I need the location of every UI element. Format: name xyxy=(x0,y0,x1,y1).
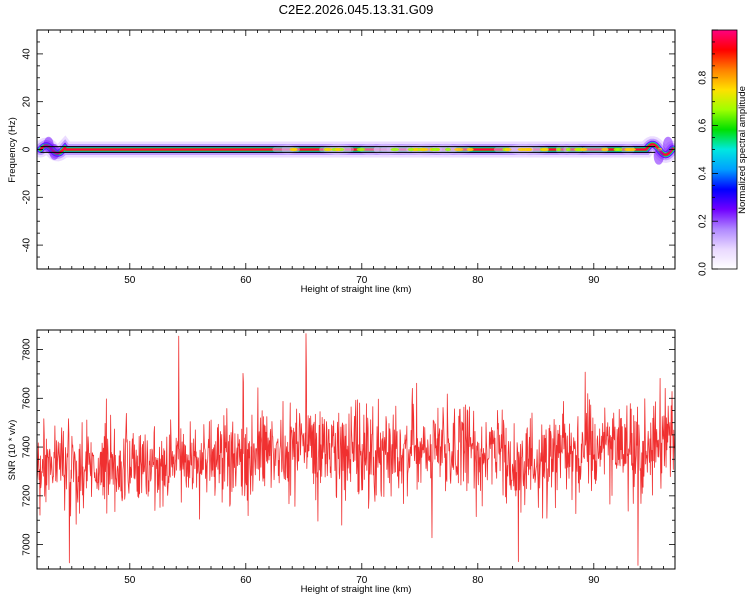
snr-series-line xyxy=(37,333,675,566)
snr-y-axis-label: SNR (10 * v/v) xyxy=(7,420,18,481)
spectrogram-panel: 50 60 70 80 90 -40 -20 0 20 40 Height of straight… xyxy=(7,29,676,295)
spectral-speckle xyxy=(292,147,298,152)
snr-y-tick-label: 7600 xyxy=(22,387,33,410)
spectral-speckle xyxy=(517,147,526,152)
spectral-speckle xyxy=(613,147,620,152)
colorbar-tick-label: 0.8 xyxy=(698,70,709,84)
spectral-speckle xyxy=(334,147,341,152)
spectrogram-x-tick-label: 70 xyxy=(356,275,368,286)
snr-ticks: 50 60 70 80 90 7000 7200 7400 7600 7800 xyxy=(22,330,676,586)
snr-x-tick-label: 80 xyxy=(472,575,484,586)
colorbar-gradient xyxy=(712,30,737,269)
colorbar: 0.0 0.2 0.4 0.6 0.8 Normalized spectral ampl… xyxy=(698,29,748,276)
spectral-end-blob xyxy=(653,148,664,165)
snr-y-tick-label: 7400 xyxy=(22,436,33,459)
chart-title: C2E2.2026.045.13.31.G09 xyxy=(279,2,434,17)
snr-x-tick-label: 60 xyxy=(240,575,252,586)
spectrogram-x-tick-label: 50 xyxy=(124,275,136,286)
spectral-speckle xyxy=(466,147,474,152)
snr-x-tick-label: 90 xyxy=(588,575,600,586)
spectral-speckle xyxy=(430,147,440,152)
snr-marks xyxy=(37,333,675,566)
spectrogram-y-tick-label: 0 xyxy=(22,146,33,152)
snr-y-tick-label: 7800 xyxy=(22,338,33,361)
spectral-speckle xyxy=(419,147,429,152)
spectral-speckle xyxy=(575,147,582,152)
spectral-blotch xyxy=(272,144,300,155)
spectral-end-blob xyxy=(49,143,60,160)
colorbar-tick-label: 0.0 xyxy=(698,262,709,276)
spectrogram-y-tick-label: -20 xyxy=(22,190,33,205)
spectral-speckle xyxy=(625,147,636,152)
spectral-speckle xyxy=(454,147,464,152)
spectral-speckle xyxy=(601,147,609,152)
spectral-speckle xyxy=(390,147,400,152)
spectrogram-x-tick-label: 80 xyxy=(472,275,484,286)
snr-frame xyxy=(36,329,676,570)
snr-x-tick-label: 50 xyxy=(124,575,136,586)
colorbar-tick-label: 0.4 xyxy=(698,166,709,180)
snr-x-tick-label: 70 xyxy=(356,575,368,586)
spectrogram-y-tick-label: 40 xyxy=(22,48,33,60)
spectral-speckle xyxy=(556,147,561,152)
snr-x-axis-label: Height of straight line (km) xyxy=(301,584,412,595)
colorbar-ticks: 0.0 0.2 0.4 0.6 0.8 xyxy=(698,29,718,276)
colorbar-tick-label: 0.6 xyxy=(698,118,709,132)
spectral-speckle xyxy=(356,147,366,152)
spectral-speckle xyxy=(505,147,510,152)
spectral-speckle xyxy=(525,147,533,152)
spectral-blotch xyxy=(431,144,459,155)
spectrogram-x-tick-label: 60 xyxy=(240,275,252,286)
spectral-speckle xyxy=(407,147,415,152)
spectrogram-y-tick-label: -40 xyxy=(22,237,33,252)
spectral-speckle xyxy=(444,147,452,152)
spectral-speckle xyxy=(540,147,549,152)
spectrogram-x-axis-label: Height of straight line (km) xyxy=(301,284,412,295)
spectral-speckle xyxy=(565,147,571,152)
spectral-end-blob xyxy=(663,136,674,153)
snr-y-tick-label: 7200 xyxy=(22,484,33,507)
spectral-speckle xyxy=(324,147,333,152)
spectrogram-y-axis-label: Frequency (Hz) xyxy=(7,117,18,182)
colorbar-tick-label: 0.2 xyxy=(698,214,709,228)
spectrogram-ticks: 50 60 70 80 90 -40 -20 0 20 40 xyxy=(22,29,676,286)
spectrogram-y-tick-label: 20 xyxy=(22,96,33,108)
spectrogram-x-tick-label: 90 xyxy=(588,275,600,286)
spectrogram-marks xyxy=(37,135,675,165)
snr-y-tick-label: 7000 xyxy=(22,533,33,556)
colorbar-label: Normalized spectral amplitude xyxy=(737,86,748,214)
snr-panel: 50 60 70 80 90 7000 7200 7400 7600 7800 Height of… xyxy=(7,329,676,595)
